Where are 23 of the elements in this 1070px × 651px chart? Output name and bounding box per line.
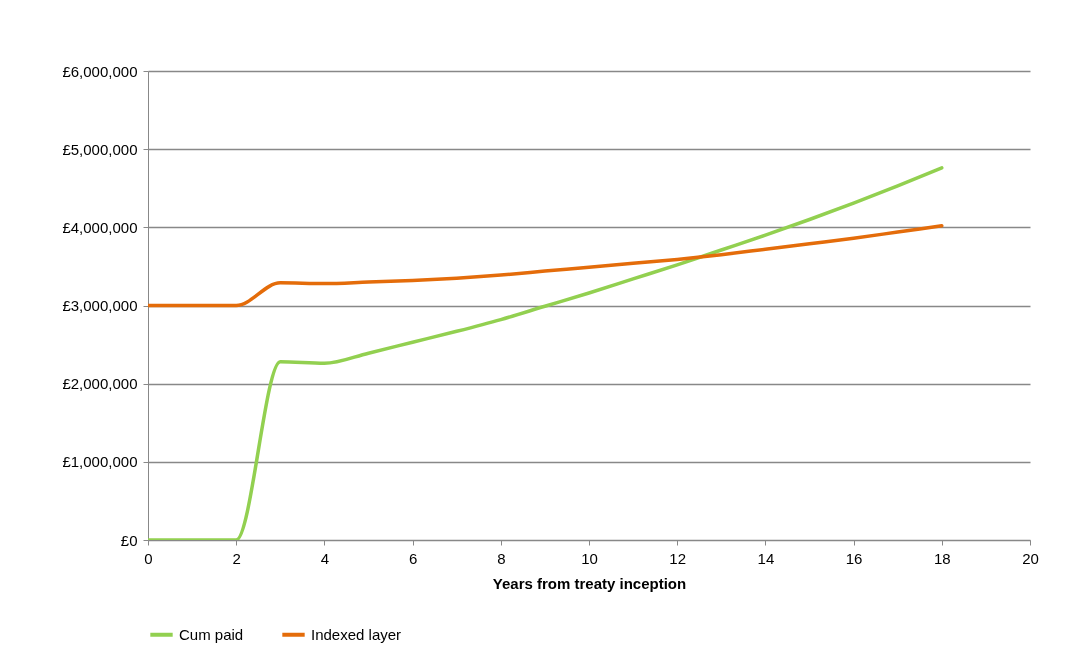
y-tick-label: £2,000,000: [62, 375, 138, 393]
y-tick-label: £4,000,000: [62, 218, 138, 236]
x-axis-title: Years from treaty inception: [492, 574, 687, 592]
x-tick-label: 16: [845, 549, 863, 567]
legend-label: Indexed layer: [311, 625, 402, 643]
x-tick-label: 12: [669, 549, 687, 567]
y-tick-label: £5,000,000: [62, 140, 138, 158]
x-tick-label: 20: [1022, 549, 1039, 567]
x-tick-label: 14: [757, 549, 775, 567]
y-tick-label: £1,000,000: [62, 453, 138, 471]
legend-label: Cum paid: [179, 625, 244, 643]
x-tick-label: 4: [320, 549, 330, 567]
line-series: [148, 224, 944, 308]
y-tick-label: £0: [120, 531, 138, 549]
x-tick-label: 0: [144, 549, 153, 567]
x-tick-label: 2: [232, 549, 241, 567]
x-tick-label: 10: [581, 549, 598, 567]
x-tick-label: 18: [933, 549, 951, 567]
line-series: [148, 166, 944, 540]
x-tick-label: 8: [497, 549, 506, 567]
y-tick-label: £3,000,000: [62, 297, 138, 314]
y-tick-label: £6,000,000: [62, 62, 138, 80]
x-tick-label: 6: [408, 549, 418, 567]
